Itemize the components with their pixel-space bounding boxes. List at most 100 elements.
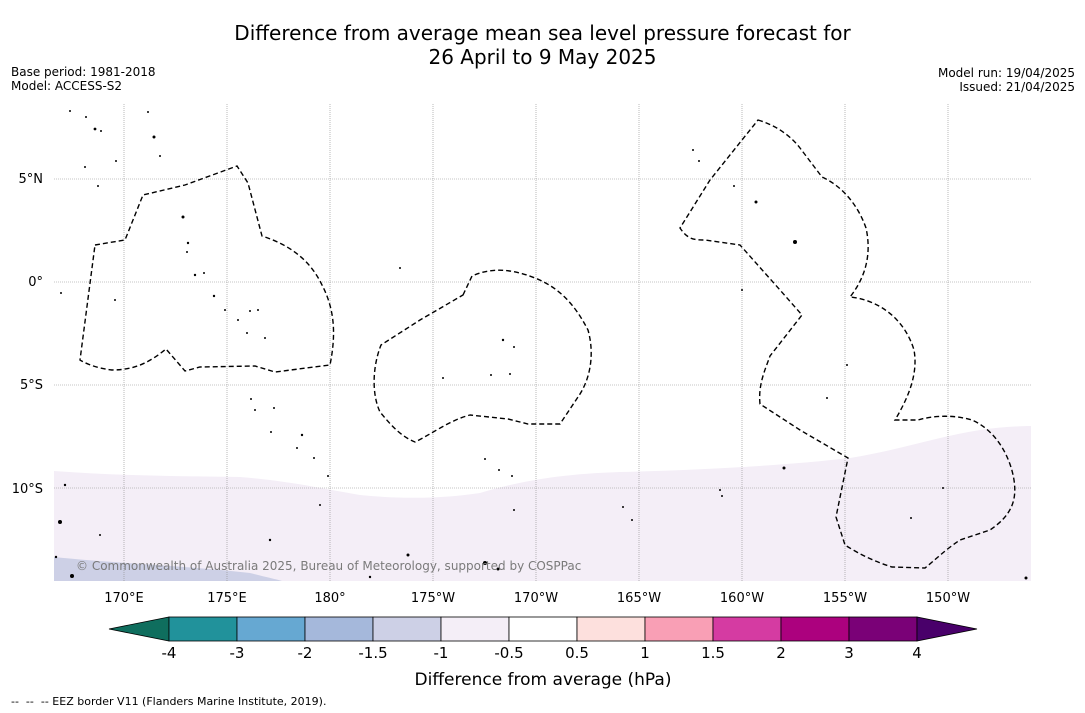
island-mark <box>692 149 694 151</box>
graticule <box>54 104 1031 581</box>
island-mark <box>84 166 86 168</box>
eez-borders <box>79 119 1016 569</box>
island-mark <box>782 466 786 470</box>
colorbar-segment <box>780 616 850 642</box>
lat-label-5s: 5°S <box>20 378 43 393</box>
island-mark <box>100 130 102 132</box>
island-mark <box>114 299 116 301</box>
island-mark <box>910 517 912 519</box>
island-mark <box>250 398 252 400</box>
model-run-label: Model run: 19/04/2025 <box>937 66 1075 80</box>
lat-label-5n: 5°N <box>19 172 44 187</box>
island-mark <box>399 267 401 269</box>
lat-labels: 5°N 0° 5°S 10°S <box>12 172 43 497</box>
colorbar-tick: 0.5 <box>565 644 589 662</box>
island-mark <box>513 509 515 511</box>
colorbar-arrow-low <box>108 616 170 642</box>
island-mark <box>733 185 735 187</box>
colorbar-segment <box>372 616 442 642</box>
colorbar-segment <box>508 616 578 642</box>
island-mark <box>498 469 500 471</box>
island-mark <box>159 155 161 157</box>
colorbar-tick: -2 <box>298 644 313 662</box>
colorbar-segment <box>440 616 510 642</box>
colorbar-segment <box>168 616 238 642</box>
eez-phoenix <box>373 269 592 443</box>
island-mark <box>622 506 624 508</box>
map-area: © Commonwealth of Australia 2025, Bureau… <box>54 104 1031 581</box>
lon-label-175w: 175°W <box>411 591 455 606</box>
lat-label-0: 0° <box>28 275 43 290</box>
island-mark <box>942 487 944 489</box>
island-mark <box>186 251 188 253</box>
colorbar-segment <box>576 616 646 642</box>
colorbar-segment <box>712 616 782 642</box>
island-mark <box>846 364 848 366</box>
island-mark <box>327 475 329 477</box>
island-mark <box>741 289 743 291</box>
island-mark <box>513 346 515 348</box>
island-mark <box>193 273 197 277</box>
island-mark <box>99 534 101 536</box>
lon-label-170e: 170°E <box>104 591 144 606</box>
island-mark <box>300 433 304 437</box>
island-mark <box>496 567 500 571</box>
island-mark <box>63 483 67 487</box>
lon-label-180: 180° <box>314 591 345 606</box>
colorbar-tick: -0.5 <box>494 644 523 662</box>
coastlines <box>54 110 1028 580</box>
island-mark <box>181 215 185 219</box>
island-mark <box>501 338 505 342</box>
island-mark <box>296 447 298 449</box>
lon-labels: 170°E 175°E 180° 175°W 170°W 165°W 160°W… <box>104 591 970 606</box>
eez-footnote: -- -- -- EEZ border V11 (Flanders Marine… <box>11 695 327 708</box>
island-mark <box>249 310 251 312</box>
island-mark <box>69 110 71 112</box>
anomaly-fill-light <box>54 426 1031 581</box>
island-mark <box>254 409 256 411</box>
lon-label-150w: 150°W <box>926 591 970 606</box>
island-mark <box>97 185 99 187</box>
island-mark <box>698 160 700 162</box>
lat-label-10s: 10°S <box>12 482 43 497</box>
island-mark <box>721 495 723 497</box>
colorbar-tick: 1.5 <box>701 644 725 662</box>
colorbar-tick: 2 <box>776 644 786 662</box>
island-mark <box>93 127 97 131</box>
island-mark <box>483 561 487 565</box>
island-mark <box>793 240 797 244</box>
title-line-1: Difference from average mean sea level p… <box>234 21 851 45</box>
copyright-text: © Commonwealth of Australia 2025, Bureau… <box>76 559 581 573</box>
island-mark <box>368 575 372 579</box>
colorbar-title: Difference from average (hPa) <box>415 670 672 690</box>
colorbar-tick: 4 <box>912 644 922 662</box>
island-mark <box>268 538 272 542</box>
island-mark <box>85 116 87 118</box>
colorbar-tick: -1.5 <box>358 644 387 662</box>
island-mark <box>147 111 149 113</box>
meta-left: Base period: 1981-2018 Model: ACCESS-S2 <box>11 65 156 93</box>
island-mark <box>754 200 758 204</box>
colorbar-tick: -1 <box>434 644 449 662</box>
island-mark <box>273 407 275 409</box>
island-mark <box>484 458 486 460</box>
colorbar-segment <box>304 616 374 642</box>
colorbar-segment <box>848 616 918 642</box>
island-mark <box>509 373 511 375</box>
colorbar: -4 -3 -2 -1.5 -1 -0.5 0.5 1 1.5 2 3 4 Di… <box>108 616 978 690</box>
colorbar-tick: -4 <box>162 644 177 662</box>
island-mark <box>490 374 492 376</box>
island-mark <box>313 457 315 459</box>
island-mark <box>319 504 321 506</box>
lon-label-170w: 170°W <box>514 591 558 606</box>
title-line-2: 26 April to 9 May 2025 <box>428 45 657 69</box>
colorbar-tick: 3 <box>844 644 854 662</box>
island-mark <box>70 574 74 578</box>
island-mark <box>203 272 205 274</box>
colorbar-segment <box>236 616 306 642</box>
island-mark <box>54 555 58 559</box>
island-mark <box>237 319 239 321</box>
island-mark <box>152 135 156 139</box>
island-mark <box>631 519 633 521</box>
